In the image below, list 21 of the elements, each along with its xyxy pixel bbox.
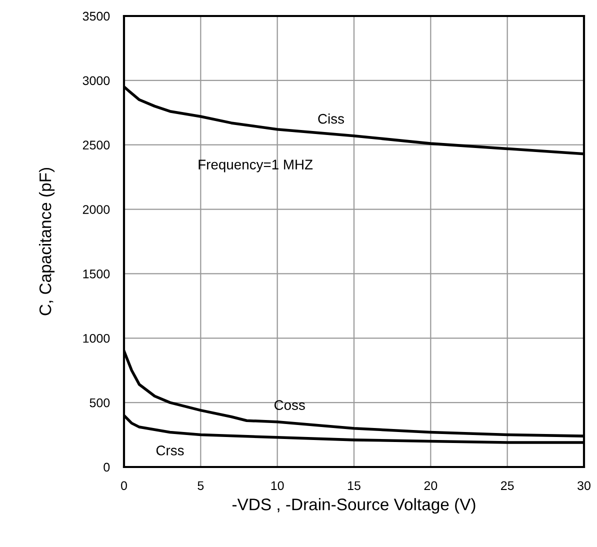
x-tick-label: 0	[121, 481, 127, 490]
y-tick-label: 3500	[82, 12, 110, 21]
y-tick-label: 1000	[83, 334, 110, 343]
y-axis-title: C, Capacitance (pF)	[38, 168, 55, 316]
x-tick-label: 15	[348, 481, 360, 490]
x-tick-label: 20	[424, 481, 438, 490]
series-label: Ciss	[318, 114, 344, 124]
x-axis-title: -VDS , -Drain-Source Voltage (V)	[232, 498, 476, 514]
x-tick-label: 25	[501, 481, 514, 490]
y-tick-label: 1500	[83, 270, 110, 278]
x-tick-label: 5	[198, 481, 204, 490]
x-tick-label: 10	[271, 481, 284, 490]
series-label: Crss	[156, 446, 184, 456]
series-label: Coss	[274, 400, 305, 410]
y-tick-label: 500	[90, 398, 110, 408]
y-tick-label: 3000	[82, 76, 110, 86]
y-tick-label: 0	[104, 462, 110, 472]
annotation: Frequency=1 MHZ	[198, 160, 313, 172]
x-tick-label: 30	[578, 481, 590, 490]
y-tick-label: 2000	[82, 205, 110, 214]
y-tick-label: 2500	[82, 140, 110, 150]
